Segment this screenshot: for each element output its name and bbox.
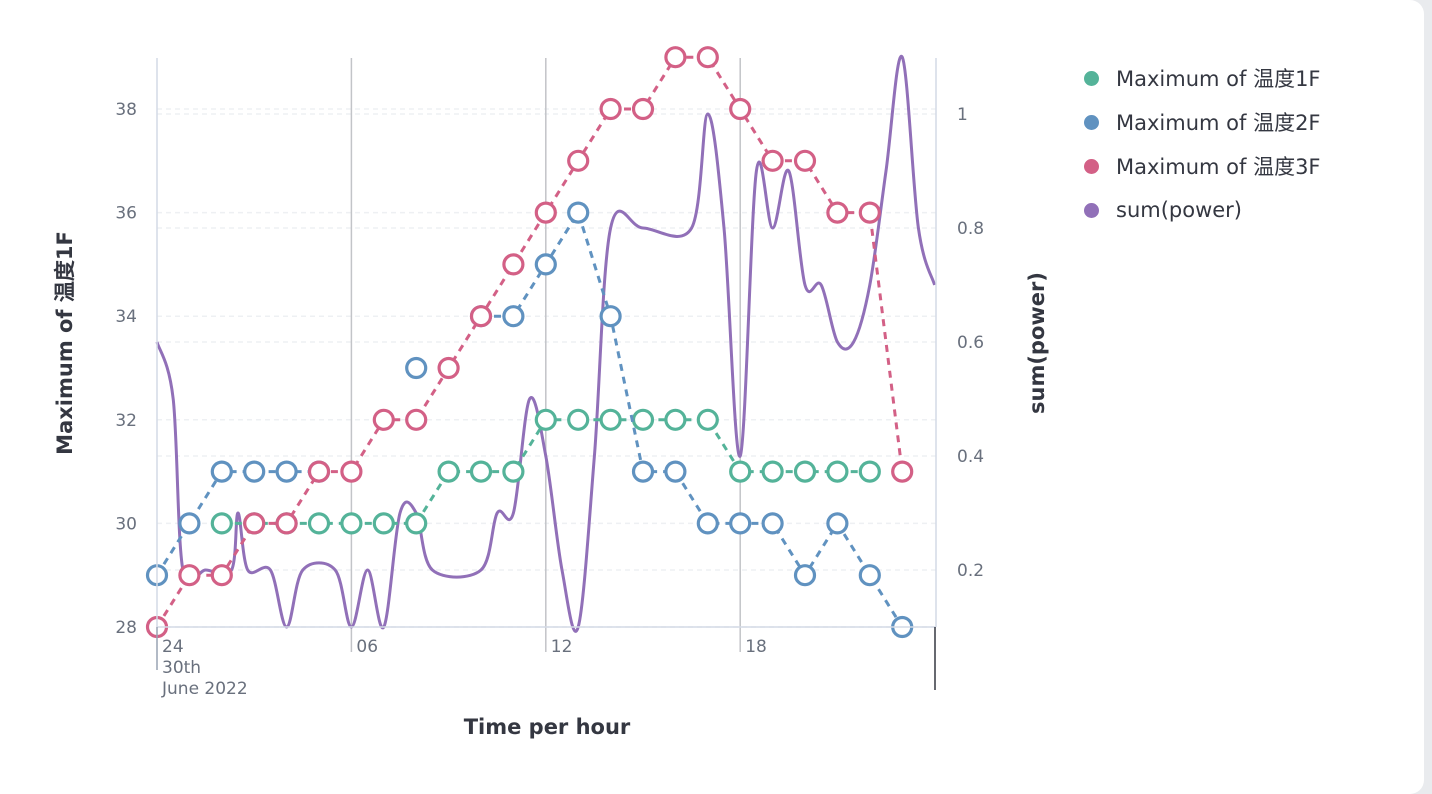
series-1f-point[interactable] bbox=[405, 512, 428, 535]
y-left-tick-label: 34 bbox=[115, 307, 137, 327]
series-2f-point[interactable] bbox=[243, 460, 266, 483]
series-3f-point[interactable] bbox=[307, 460, 331, 483]
series-3f-point[interactable] bbox=[761, 149, 784, 172]
legend-item-2f[interactable]: Maximum of 温度2F bbox=[1084, 100, 1321, 144]
series-3f-point[interactable] bbox=[599, 97, 622, 121]
series-3f-point[interactable] bbox=[340, 460, 363, 483]
x-tick-label: 06 bbox=[356, 637, 378, 657]
y-left-tick-label: 36 bbox=[115, 204, 137, 224]
series-1f-point[interactable] bbox=[761, 460, 784, 483]
legend-dot-icon bbox=[1084, 202, 1099, 218]
series-3f-point[interactable] bbox=[729, 97, 752, 121]
series-3f-point[interactable] bbox=[534, 201, 557, 224]
series-3f-point[interactable] bbox=[631, 97, 655, 121]
series-1f-point[interactable] bbox=[631, 408, 655, 431]
series-2f-point[interactable] bbox=[664, 460, 687, 483]
series-2f-point[interactable] bbox=[793, 564, 817, 587]
series-1f-point[interactable] bbox=[469, 460, 493, 483]
series-3f-point[interactable] bbox=[826, 201, 849, 224]
y-right-tick-label: 0.2 bbox=[957, 561, 984, 581]
series-2f-point[interactable] bbox=[502, 305, 525, 328]
legend-dot-icon bbox=[1084, 114, 1099, 130]
series-2f-point[interactable] bbox=[631, 460, 655, 483]
series-3f-point[interactable] bbox=[502, 253, 525, 276]
series-1f-point[interactable] bbox=[502, 460, 525, 483]
series-2f-point[interactable] bbox=[729, 512, 752, 535]
series-3f-point[interactable] bbox=[210, 564, 233, 587]
series-3f-point[interactable] bbox=[405, 408, 428, 431]
y-left-tick-label: 28 bbox=[115, 618, 137, 638]
legend-item-3f[interactable]: Maximum of 温度3F bbox=[1084, 144, 1321, 188]
series-2f-point[interactable] bbox=[534, 253, 557, 276]
series-3f-point[interactable] bbox=[372, 408, 395, 431]
y-right-tick-label: 0.4 bbox=[957, 447, 984, 467]
legend-item-1f[interactable]: Maximum of 温度1F bbox=[1084, 56, 1321, 100]
series-1f-point[interactable] bbox=[534, 408, 557, 431]
y-left-tick-label: 30 bbox=[115, 514, 137, 534]
legend-item-power[interactable]: sum(power) bbox=[1084, 188, 1321, 232]
series-2f-point[interactable] bbox=[858, 564, 881, 587]
x-tick-label: 30th bbox=[162, 658, 201, 678]
series-3f-point[interactable] bbox=[793, 149, 817, 172]
series-2f-point[interactable] bbox=[210, 460, 233, 483]
series-1f-point[interactable] bbox=[793, 460, 817, 483]
series-3f-point[interactable] bbox=[858, 201, 881, 224]
series-2f-point[interactable] bbox=[761, 512, 784, 535]
series-3f-point[interactable] bbox=[664, 46, 687, 69]
series-1f-point[interactable] bbox=[729, 460, 752, 483]
series-2f-point[interactable] bbox=[275, 460, 298, 483]
y-right-tick-label: 1 bbox=[957, 105, 968, 125]
x-tick-label: 18 bbox=[745, 637, 767, 657]
series-3f-point[interactable] bbox=[243, 512, 266, 535]
series-1f-point[interactable] bbox=[858, 460, 881, 483]
series-3f-point[interactable] bbox=[275, 512, 298, 535]
y-axis-right-title: sum(power) bbox=[1025, 272, 1049, 414]
y-axis-left-title: Maximum of 温度1F bbox=[53, 231, 77, 455]
series-3f-point[interactable] bbox=[178, 564, 201, 587]
series-1f-point[interactable] bbox=[696, 408, 719, 431]
series-3f-point[interactable] bbox=[891, 460, 914, 483]
chart-legend: Maximum of 温度1F Maximum of 温度2F Maximum … bbox=[1084, 56, 1321, 232]
series-1f-point[interactable] bbox=[372, 512, 395, 535]
grid-layer bbox=[157, 58, 936, 652]
series-1f-point[interactable] bbox=[437, 460, 460, 483]
y-left-tick-label: 32 bbox=[115, 411, 137, 431]
x-tick-label: June 2022 bbox=[161, 679, 248, 699]
series-layer bbox=[145, 46, 937, 639]
series-2f-point[interactable] bbox=[567, 201, 590, 224]
y-right-tick-label: 0.8 bbox=[957, 219, 984, 239]
series-3f-point[interactable] bbox=[469, 305, 493, 328]
series-3f-point[interactable] bbox=[696, 46, 719, 69]
legend-label: Maximum of 温度1F bbox=[1116, 67, 1321, 91]
series-2f-point[interactable] bbox=[826, 512, 849, 535]
legend-dot-icon bbox=[1084, 158, 1099, 174]
legend-dot-icon bbox=[1084, 70, 1099, 86]
series-1f-point[interactable] bbox=[664, 408, 687, 431]
series-2f-point[interactable] bbox=[696, 512, 719, 535]
series-2f-point[interactable] bbox=[599, 305, 622, 328]
x-tick-label: 24 bbox=[162, 637, 184, 657]
legend-label: Maximum of 温度2F bbox=[1116, 111, 1321, 135]
legend-label: Maximum of 温度3F bbox=[1116, 155, 1321, 179]
y-left-tick-label: 38 bbox=[115, 100, 137, 120]
series-1f-point[interactable] bbox=[599, 408, 622, 431]
series-3f-point[interactable] bbox=[437, 356, 460, 380]
series-1f-point[interactable] bbox=[567, 408, 590, 431]
legend-label: sum(power) bbox=[1116, 198, 1242, 222]
series-3f-point[interactable] bbox=[567, 149, 590, 172]
series-2f-point[interactable] bbox=[178, 512, 201, 535]
series-1f-point[interactable] bbox=[307, 512, 331, 535]
x-tick-label: 12 bbox=[551, 637, 573, 657]
x-axis-title: Time per hour bbox=[464, 715, 631, 739]
series-2f-point[interactable] bbox=[405, 356, 428, 380]
series-1f-point[interactable] bbox=[826, 460, 849, 483]
series-1f-point[interactable] bbox=[340, 512, 363, 535]
series-1f-point[interactable] bbox=[210, 512, 233, 535]
y-right-tick-label: 0.6 bbox=[957, 333, 984, 353]
